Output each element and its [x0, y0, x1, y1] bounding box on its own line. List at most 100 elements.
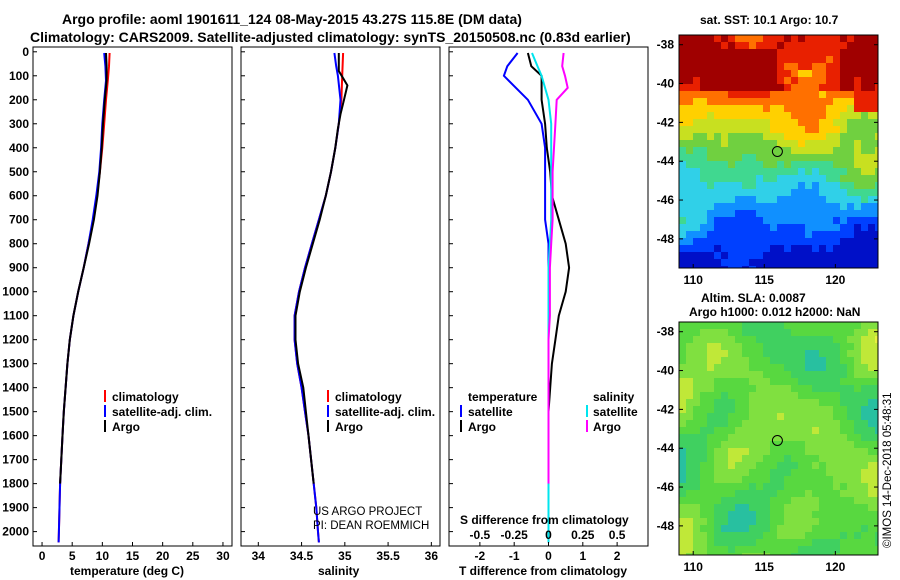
sst-cell [721, 259, 728, 266]
sst-cell [784, 147, 791, 154]
sla-cell [791, 504, 798, 511]
sst-cell [742, 161, 749, 168]
sla-cell [861, 343, 868, 350]
sst-cell [686, 91, 693, 98]
sla-cell [791, 427, 798, 434]
sla-cell [840, 525, 847, 532]
sla-cell [833, 476, 840, 483]
sla-cell [756, 462, 763, 469]
sst-cell [679, 182, 686, 189]
sla-cell [819, 392, 826, 399]
sst-cell [791, 189, 798, 196]
sla-cell [693, 490, 700, 497]
sst-cell [833, 91, 840, 98]
sst-cell [728, 252, 735, 259]
sst-cell [714, 56, 721, 63]
sst-cell [721, 203, 728, 210]
sst-cell [686, 189, 693, 196]
sst-cell [833, 49, 840, 56]
sst-cell [707, 77, 714, 84]
sla-cell [728, 455, 735, 462]
sst-cell [777, 147, 784, 154]
sst-cell [847, 77, 854, 84]
sst-cell [686, 154, 693, 161]
sla-cell [707, 497, 714, 504]
sla-cell [756, 343, 763, 350]
sla-cell [861, 476, 868, 483]
sst-cell [805, 217, 812, 224]
sst-cell [728, 245, 735, 252]
sst-cell [756, 231, 763, 238]
sst-cell [805, 231, 812, 238]
sla-cell [700, 462, 707, 469]
salinity-diff-ticks: -0.5 -0.25 0 0.25 0.5 [470, 528, 626, 542]
sla-cell [784, 364, 791, 371]
x-tick-label: 25 [186, 549, 200, 563]
sla-cell [833, 518, 840, 525]
sst-cell [861, 161, 868, 168]
sla-cell [826, 441, 833, 448]
sla-cell [763, 462, 770, 469]
sst-cell [854, 210, 861, 217]
sst-cell [868, 161, 875, 168]
sla-cell [770, 553, 777, 555]
sla-cell [777, 434, 784, 441]
sla-cell [721, 420, 728, 427]
sst-cell [700, 175, 707, 182]
sla-cell [707, 462, 714, 469]
sla-cell [721, 385, 728, 392]
sst-cell [721, 168, 728, 175]
sst-cell [756, 259, 763, 266]
sst-cell [805, 63, 812, 70]
sst-cell [854, 238, 861, 245]
sst-cell [679, 91, 686, 98]
sst-cell [798, 259, 805, 266]
x-tick-label: -1 [509, 549, 520, 563]
sst-cell [798, 161, 805, 168]
legend-argo: Argo [112, 420, 140, 434]
sst-cell [693, 238, 700, 245]
sst-cell [833, 259, 840, 266]
sla-cell [791, 413, 798, 420]
sst-cell [686, 63, 693, 70]
sla-cell [756, 427, 763, 434]
sla-cell [819, 350, 826, 357]
sst-cell [721, 119, 728, 126]
sla-cell [770, 518, 777, 525]
sla-cell [721, 364, 728, 371]
sla-cell [868, 427, 875, 434]
sla-cell [756, 399, 763, 406]
sla-cell [805, 490, 812, 497]
sst-cell [847, 266, 854, 268]
sla-cell [854, 406, 861, 413]
sst-cell [840, 224, 847, 231]
sla-cell [868, 329, 875, 336]
sst-cell [707, 161, 714, 168]
sla-cell [763, 476, 770, 483]
sla-cell [749, 497, 756, 504]
sst-cell [812, 119, 819, 126]
sst-cell [826, 161, 833, 168]
sla-cell [840, 497, 847, 504]
sla-cell [826, 448, 833, 455]
sst-cell [749, 112, 756, 119]
sst-cell [700, 245, 707, 252]
sla-cell [679, 364, 686, 371]
sla-cell [721, 434, 728, 441]
sst-cell [707, 84, 714, 91]
sst-cell [728, 161, 735, 168]
sst-cell [826, 259, 833, 266]
sla-cell [742, 406, 749, 413]
sst-cell [791, 238, 798, 245]
sst-cell [777, 168, 784, 175]
sst-cell [749, 91, 756, 98]
sla-cell [861, 350, 868, 357]
x-tick-label: -2 [475, 549, 486, 563]
sst-cell [756, 238, 763, 245]
sst-cell [875, 49, 878, 56]
sst-cell [819, 266, 826, 268]
sla-cell [826, 546, 833, 553]
sst-cell [721, 196, 728, 203]
legend-swatch-climatology [327, 390, 329, 402]
sst-cell [707, 203, 714, 210]
